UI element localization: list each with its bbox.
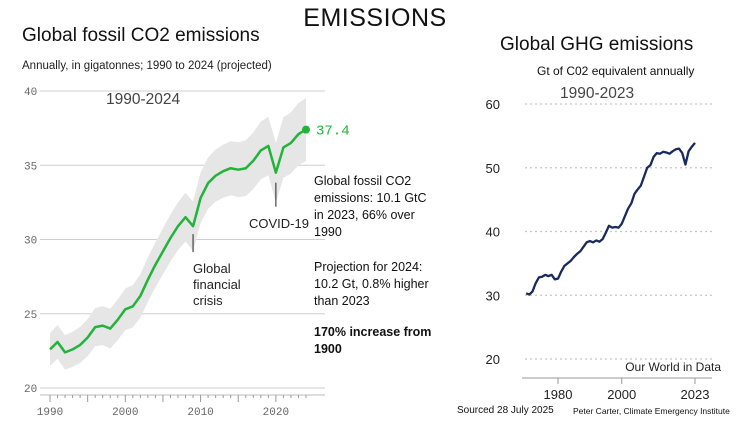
financial-crisis-label: Global financial crisis <box>193 261 241 308</box>
end-point-marker <box>302 125 310 134</box>
co2-series-line <box>49 128 307 354</box>
x-tick-label: 2020 <box>263 407 289 419</box>
ghg-series-line <box>525 142 696 296</box>
period-label: 1990-2024 <box>106 91 181 108</box>
uncertainty-band <box>50 98 306 370</box>
co2-2023-note: Global fossil CO2 emissions: 10.1 GtC in… <box>314 174 427 239</box>
y-tick-label: 30 <box>24 236 37 248</box>
y-tick-label: 30 <box>486 288 500 303</box>
slide-title: EMISSIONS <box>303 4 447 32</box>
left-chart-subtitle: Annually, in gigatonnes; 1990 to 2024 (p… <box>22 60 272 72</box>
credit-line: Peter Carter, Climate Emergency Institut… <box>573 406 730 416</box>
covid-label: COVID-19 <box>249 216 309 231</box>
x-tick-label: 2000 <box>112 407 138 419</box>
x-tick-label: 2000 <box>607 387 636 402</box>
right-chart-title: Global GHG emissions <box>500 34 694 55</box>
y-tick-label: 40 <box>486 225 500 240</box>
period-label: 1990-2023 <box>560 85 634 102</box>
y-tick-label: 20 <box>24 384 37 396</box>
y-tick-label: 35 <box>24 161 37 173</box>
sourced-date: Sourced 28 July 2025 <box>457 405 554 416</box>
y-tick-label: 60 <box>486 97 500 112</box>
y-tick-label: 20 <box>486 352 500 367</box>
increase-since-1900-note: 170% increase from 1900 <box>314 325 432 356</box>
y-tick-label: 50 <box>486 161 500 176</box>
x-tick-label: 1980 <box>544 387 573 402</box>
right-chart-subtitle: Gt of C02 equivalent annually <box>537 64 695 78</box>
end-value-label: 37.4 <box>316 124 350 140</box>
y-tick-label: 25 <box>24 310 37 322</box>
left-chart-title: Global fossil CO2 emissions <box>22 25 260 46</box>
x-tick-label: 1990 <box>37 407 63 419</box>
x-tick-label: 2010 <box>187 407 213 419</box>
projection-2024-note: Projection for 2024: 10.2 Gt, 0.8% highe… <box>314 260 429 308</box>
x-tick-label: 2023 <box>681 387 710 402</box>
owid-watermark: Our World in Data <box>625 360 721 374</box>
y-tick-label: 40 <box>24 87 37 99</box>
